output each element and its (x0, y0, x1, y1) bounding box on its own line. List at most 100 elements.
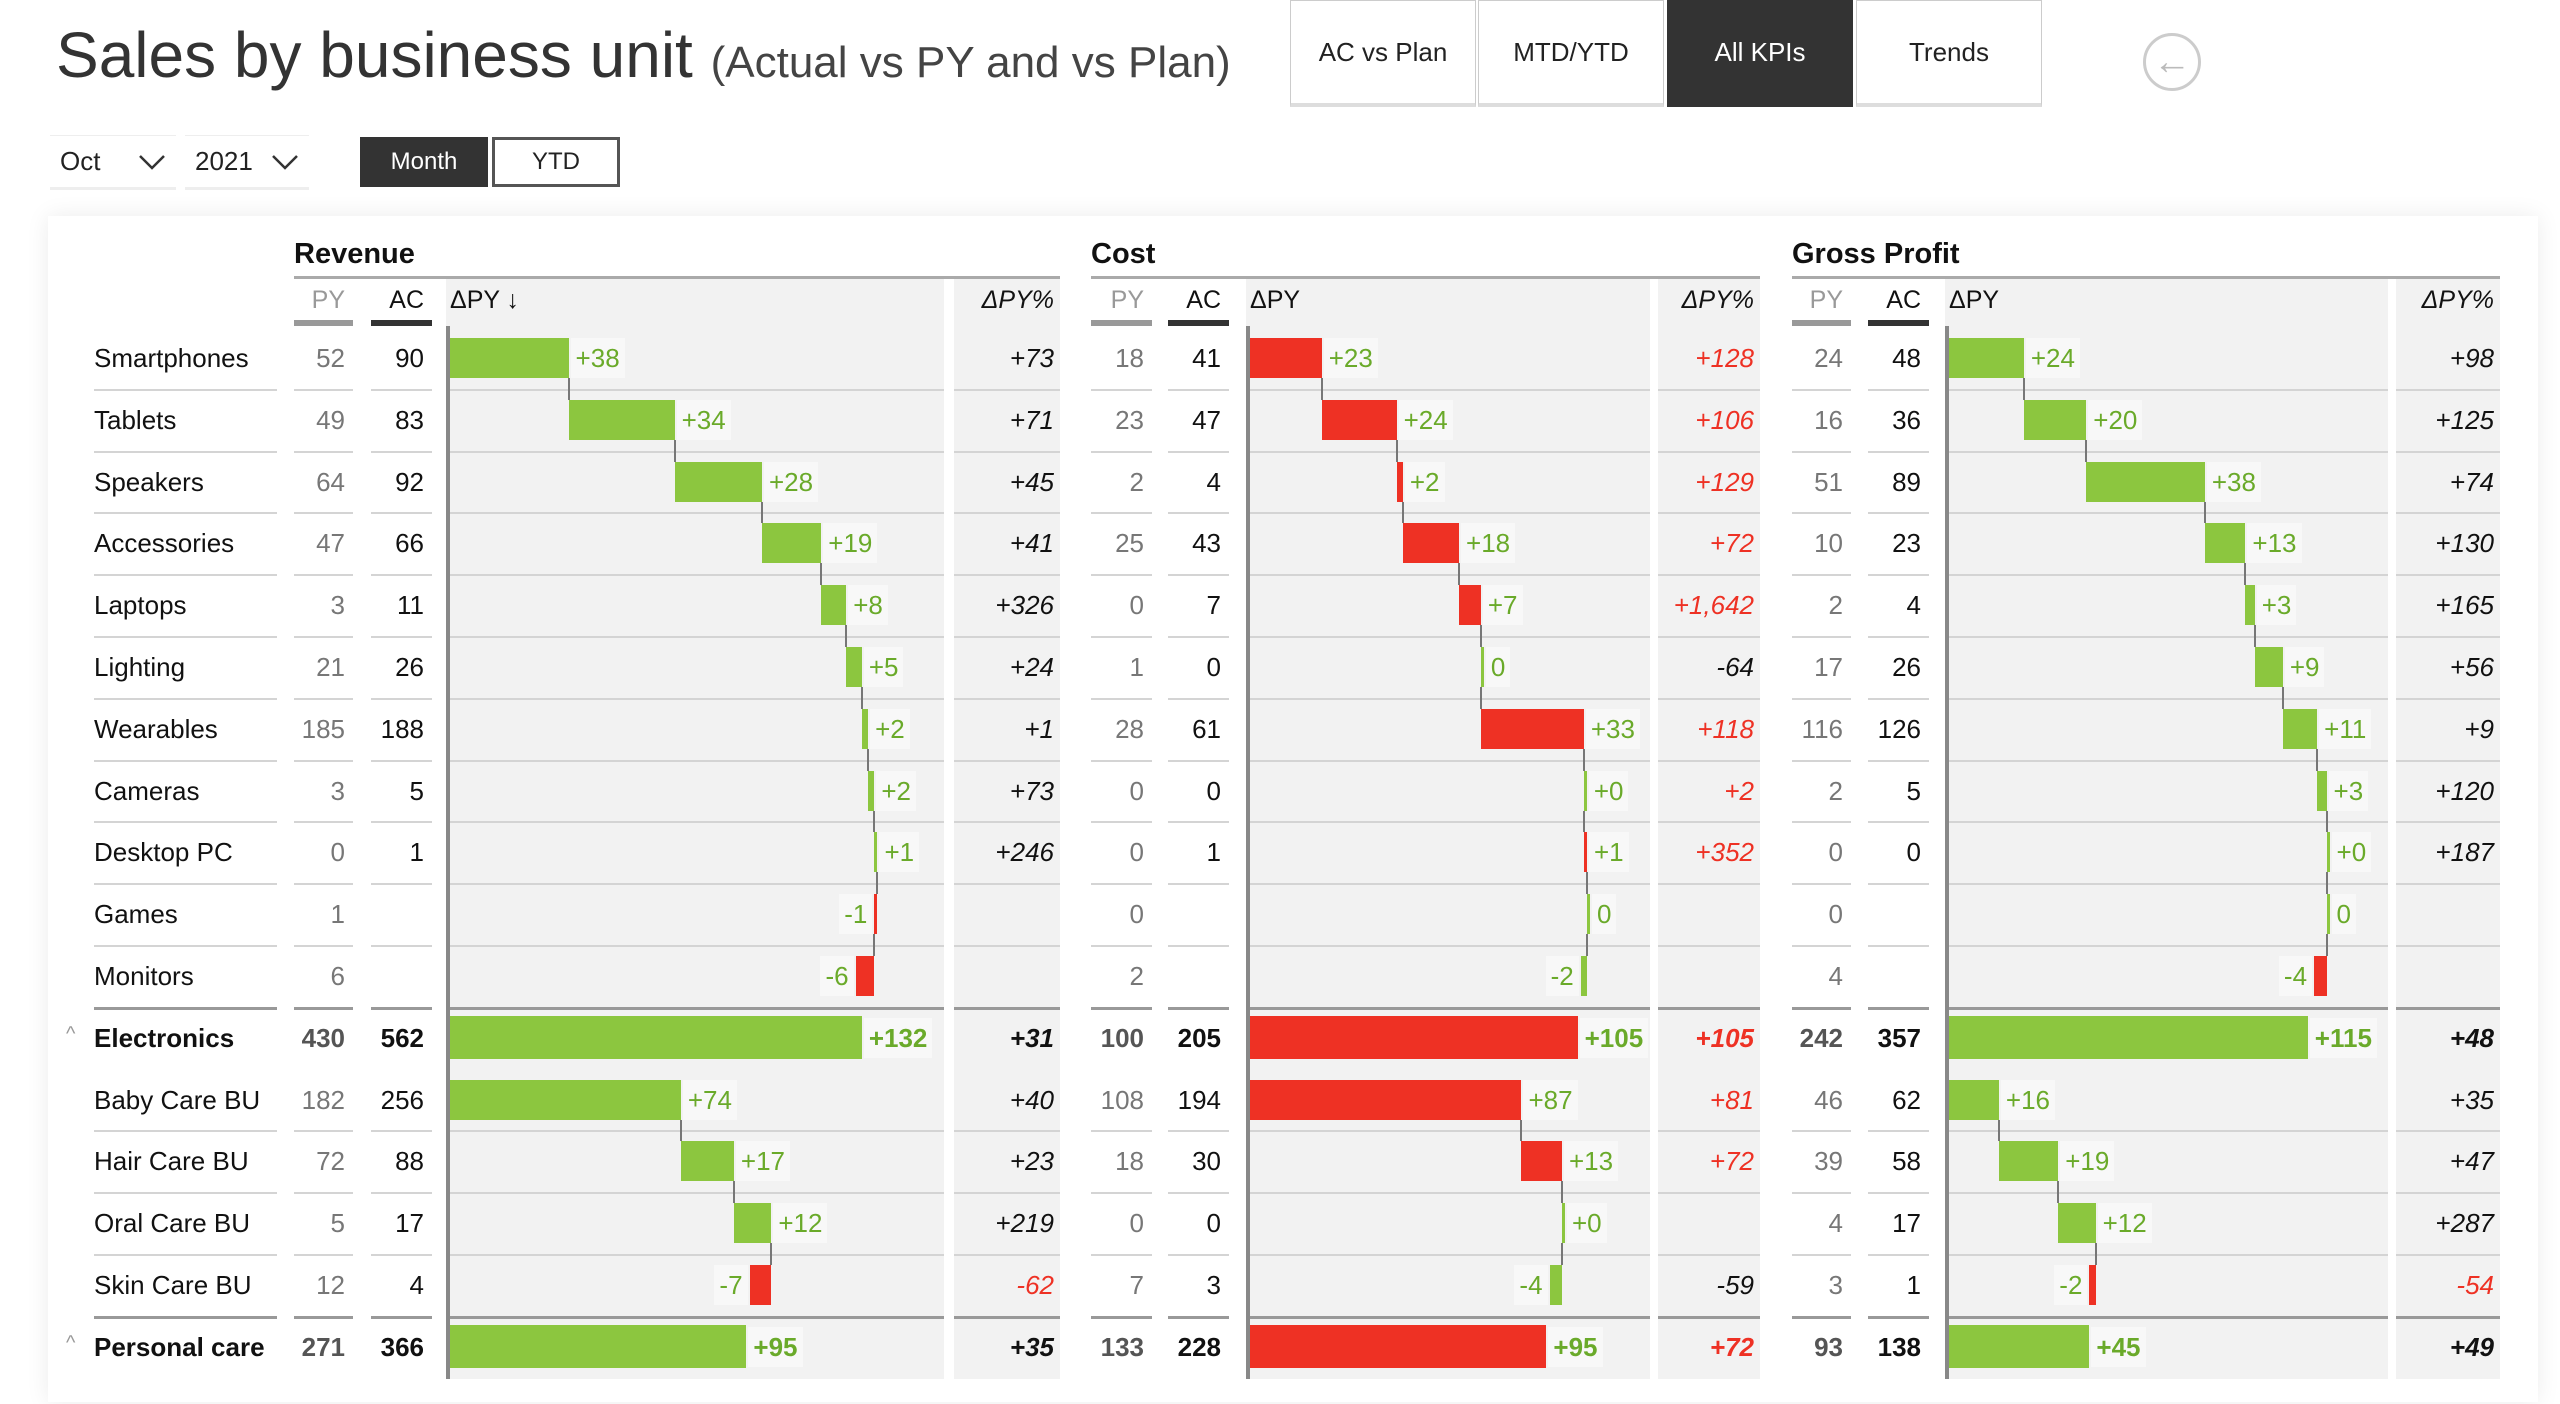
py-value: 185 (301, 713, 345, 744)
ac-value: 41 (1192, 343, 1221, 373)
month-dropdown[interactable]: Oct (50, 135, 176, 190)
row-separator (294, 1254, 353, 1256)
ac-value (371, 894, 424, 934)
delta-bar (2282, 708, 2318, 749)
waterfall-connector (1479, 625, 1482, 647)
py-legend-bar (294, 320, 353, 326)
row-separator (1168, 636, 1229, 638)
chevron-down-icon (139, 154, 165, 170)
back-button[interactable]: ← (2143, 33, 2201, 91)
ac-value: 0 (1206, 652, 1221, 682)
row-separator (1250, 1130, 1650, 1133)
ac-value: 43 (1192, 528, 1221, 559)
ac-value: 1 (409, 837, 424, 868)
delta-bar (1402, 523, 1460, 564)
delta-label: +132 (863, 1017, 933, 1058)
py-value: 133 (1100, 1331, 1144, 1362)
row-separator (2396, 574, 2500, 577)
row-separator (94, 450, 277, 453)
section-underline (1792, 276, 2500, 279)
delta-bar (1480, 647, 1484, 687)
delta-bar (1250, 1016, 1578, 1060)
ac-value: 4 (409, 1270, 424, 1300)
delta-bar (2254, 647, 2283, 687)
delta-label: +2 (876, 770, 916, 811)
ac-value: 58 (1892, 1146, 1921, 1177)
row-separator (94, 759, 277, 762)
row-separator (94, 697, 277, 700)
py-header: PY (311, 286, 345, 314)
row-separator (1792, 512, 1851, 515)
delta-pct-value: -62 (1016, 1270, 1054, 1300)
delta-bar (1580, 956, 1587, 996)
row-label: Hair Care BU (94, 1146, 249, 1177)
tab-all-kpis[interactable]: All KPIs (1667, 0, 1853, 107)
page-subtitle: (Actual vs PY and vs Plan) (710, 38, 1231, 87)
row-separator (1658, 697, 1760, 700)
delta-bar (1396, 461, 1403, 502)
row-separator (1168, 388, 1229, 391)
delta-label: +3 (2328, 770, 2369, 811)
waterfall-connector (2325, 810, 2328, 833)
row-separator (1792, 1006, 1851, 1010)
waterfall-connector (1320, 378, 1323, 400)
row-separator (94, 945, 277, 947)
row-separator (954, 1192, 1060, 1195)
row-separator (1868, 512, 1929, 515)
delta-header[interactable]: ΔPY (1949, 286, 2000, 314)
tab-ac-vs-plan[interactable]: AC vs Plan (1290, 0, 1476, 107)
row-separator (1868, 1006, 1929, 1010)
row-separator (1091, 1192, 1152, 1195)
ac-value: 11 (397, 590, 424, 621)
tab-mtd-ytd[interactable]: MTD/YTD (1478, 0, 1664, 107)
ac-value: 23 (1892, 528, 1921, 559)
delta-bar (1586, 894, 1590, 935)
row-label: Baby Care BU (94, 1084, 261, 1115)
delta-pct-value (1658, 894, 1754, 934)
row-separator (1091, 1130, 1152, 1133)
delta-pct-value: +74 (2449, 466, 2494, 497)
delta-pct-value: -64 (1716, 652, 1754, 682)
row-separator (1250, 1254, 1650, 1256)
delta-header[interactable]: ΔPY (1250, 286, 1301, 314)
year-dropdown[interactable]: 2021 (185, 135, 309, 190)
row-separator (2396, 1315, 2500, 1319)
collapse-button[interactable]: ^ (66, 1331, 76, 1354)
row-separator (1091, 574, 1152, 577)
delta-pct-value: +352 (1695, 837, 1754, 868)
row-separator (294, 821, 353, 824)
delta-header[interactable]: ΔPY ↓ (450, 286, 520, 314)
ac-value: 138 (1877, 1331, 1921, 1362)
row-label: Cameras (94, 775, 200, 806)
toggle-month[interactable]: Month (360, 137, 488, 187)
row-separator (450, 883, 944, 886)
py-value: 3 (330, 590, 345, 621)
ac-value (1168, 956, 1221, 996)
waterfall-connector (2244, 563, 2247, 586)
delta-bar (450, 1325, 747, 1369)
row-separator (954, 1130, 1060, 1133)
row-separator (294, 512, 353, 515)
row-separator (1091, 1315, 1152, 1319)
row-separator (954, 512, 1060, 515)
collapse-button[interactable]: ^ (66, 1022, 76, 1045)
delta-pct-value: +125 (2435, 404, 2494, 435)
tab-trends[interactable]: Trends (1856, 0, 2042, 107)
delta-label: +1 (1588, 832, 1629, 873)
ac-value: 30 (1192, 1146, 1221, 1177)
row-separator (1792, 759, 1851, 762)
toggle-ytd[interactable]: YTD (492, 137, 620, 187)
row-label: Laptops (94, 590, 187, 621)
waterfall-connector (876, 872, 879, 895)
py-value: 1 (1129, 652, 1144, 682)
row-separator (294, 1192, 353, 1195)
row-separator (1792, 574, 1851, 577)
row-separator (954, 1006, 1060, 1010)
row-separator (1250, 821, 1650, 824)
py-value: 0 (1828, 899, 1843, 930)
row-label: Games (94, 899, 178, 930)
row-separator (1091, 945, 1152, 947)
row-separator (1168, 945, 1229, 947)
py-value: 2 (1828, 590, 1843, 621)
row-separator (450, 1006, 944, 1010)
